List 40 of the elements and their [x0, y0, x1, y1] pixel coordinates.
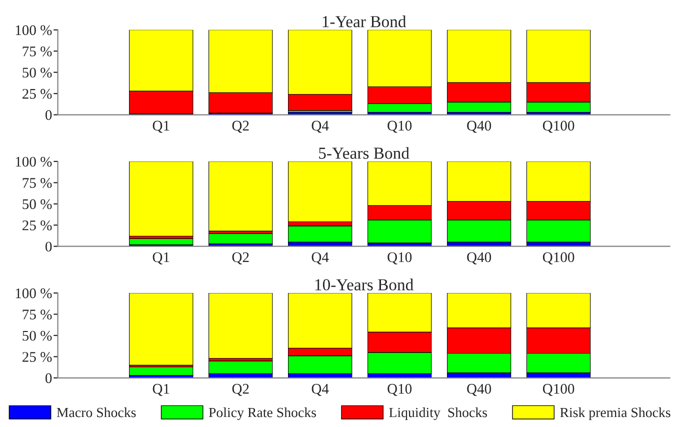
- x-tick-label: Q4: [312, 384, 329, 396]
- x-tick-label: Q4: [312, 252, 329, 264]
- y-tick-label: 50 %: [22, 199, 52, 210]
- chart-title: 5-Years Bond: [319, 147, 410, 159]
- y-tick-label: 0: [46, 373, 52, 384]
- legend-label: Policy Rate Shocks: [208, 407, 316, 420]
- y-tick-label: 100 %: [16, 288, 52, 298]
- x-tick-label: Q40: [467, 120, 492, 133]
- x-tick-label: Q2: [232, 384, 249, 396]
- x-tick-label: Q1: [152, 120, 170, 133]
- x-tick-label: Q100: [542, 120, 574, 133]
- x-tick-label: Q10: [388, 120, 412, 133]
- y-tick-label: 0: [46, 110, 52, 120]
- y-tick-label: 25 %: [22, 352, 52, 362]
- legend-label: Risk premia Shocks: [560, 407, 670, 420]
- chart-title: 10-Years Bond: [315, 278, 414, 290]
- chart-title: 1-Year Bond: [322, 16, 406, 28]
- x-tick-label: Q100: [542, 252, 574, 264]
- x-tick-label: Q100: [542, 384, 574, 396]
- x-tick-label: Q40: [467, 252, 492, 264]
- y-tick-label: 75 %: [22, 310, 52, 320]
- y-tick-label: 75 %: [22, 178, 52, 188]
- legend-label: Macro Shocks: [56, 407, 136, 418]
- y-tick-label: 50 %: [22, 330, 52, 341]
- y-tick-label: 25 %: [22, 88, 52, 99]
- y-tick-label: 50 %: [22, 68, 52, 78]
- y-tick-label: 75 %: [22, 46, 52, 56]
- x-tick-label: Q2: [232, 120, 249, 133]
- x-tick-label: Q1: [152, 252, 170, 264]
- x-tick-label: Q10: [388, 384, 412, 396]
- y-tick-label: 100 %: [16, 25, 52, 36]
- y-tick-label: 100 %: [16, 156, 52, 167]
- x-tick-label: Q10: [388, 252, 412, 264]
- x-tick-label: Q4: [312, 120, 329, 133]
- x-tick-label: Q1: [152, 384, 170, 396]
- x-tick-label: Q40: [467, 384, 492, 396]
- y-tick-label: 25 %: [22, 220, 52, 230]
- legend-label: Liquidity Shocks: [389, 407, 487, 420]
- x-tick-label: Q2: [232, 252, 249, 264]
- y-tick-label: 0: [46, 242, 52, 252]
